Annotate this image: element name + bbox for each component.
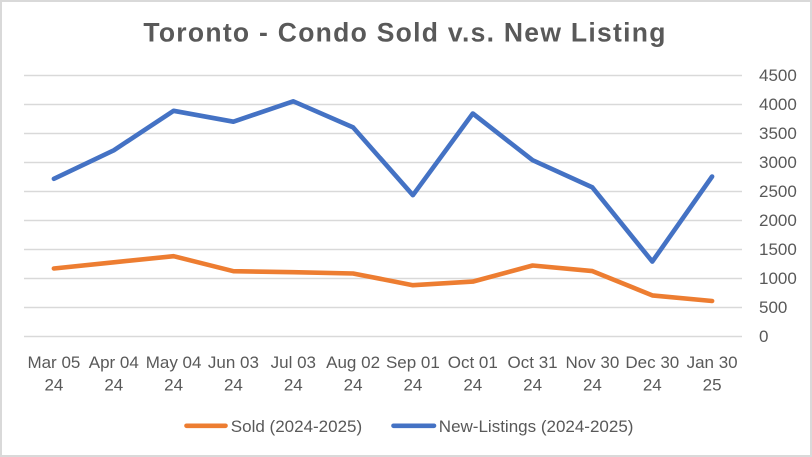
svg-text:Toronto - Condo Sold v.s. New: Toronto - Condo Sold v.s. New Listing bbox=[143, 18, 666, 48]
svg-text:4000: 4000 bbox=[759, 95, 797, 114]
svg-text:Jul 03: Jul 03 bbox=[271, 353, 316, 372]
svg-text:Sep 01: Sep 01 bbox=[386, 353, 440, 372]
svg-text:24: 24 bbox=[44, 376, 63, 395]
svg-text:24: 24 bbox=[403, 376, 422, 395]
svg-text:2500: 2500 bbox=[759, 182, 797, 201]
svg-text:Apr 04: Apr 04 bbox=[89, 353, 139, 372]
svg-text:Oct 31: Oct 31 bbox=[508, 353, 558, 372]
svg-text:24: 24 bbox=[583, 376, 602, 395]
svg-text:1000: 1000 bbox=[759, 269, 797, 288]
svg-text:24: 24 bbox=[224, 376, 243, 395]
svg-text:0: 0 bbox=[759, 327, 768, 346]
svg-text:New-Listings (2024-2025): New-Listings (2024-2025) bbox=[439, 417, 634, 436]
svg-text:1500: 1500 bbox=[759, 240, 797, 259]
svg-text:3500: 3500 bbox=[759, 124, 797, 143]
svg-text:24: 24 bbox=[164, 376, 183, 395]
svg-text:24: 24 bbox=[523, 376, 542, 395]
svg-text:25: 25 bbox=[703, 376, 722, 395]
svg-text:Oct 01: Oct 01 bbox=[448, 353, 498, 372]
svg-text:2000: 2000 bbox=[759, 211, 797, 230]
svg-text:24: 24 bbox=[643, 376, 662, 395]
svg-text:3000: 3000 bbox=[759, 153, 797, 172]
svg-text:Sold (2024-2025): Sold (2024-2025) bbox=[231, 417, 362, 436]
svg-text:Jan 30: Jan 30 bbox=[687, 353, 738, 372]
svg-text:4500: 4500 bbox=[759, 66, 797, 85]
svg-text:24: 24 bbox=[104, 376, 123, 395]
svg-text:24: 24 bbox=[284, 376, 303, 395]
svg-text:May 04: May 04 bbox=[146, 353, 202, 372]
svg-text:Jun 03: Jun 03 bbox=[208, 353, 259, 372]
svg-text:24: 24 bbox=[463, 376, 482, 395]
svg-text:500: 500 bbox=[759, 298, 787, 317]
svg-text:Nov 30: Nov 30 bbox=[565, 353, 619, 372]
svg-text:Mar 05: Mar 05 bbox=[27, 353, 80, 372]
svg-text:24: 24 bbox=[344, 376, 363, 395]
svg-text:Aug 02: Aug 02 bbox=[326, 353, 380, 372]
svg-text:Dec 30: Dec 30 bbox=[625, 353, 679, 372]
